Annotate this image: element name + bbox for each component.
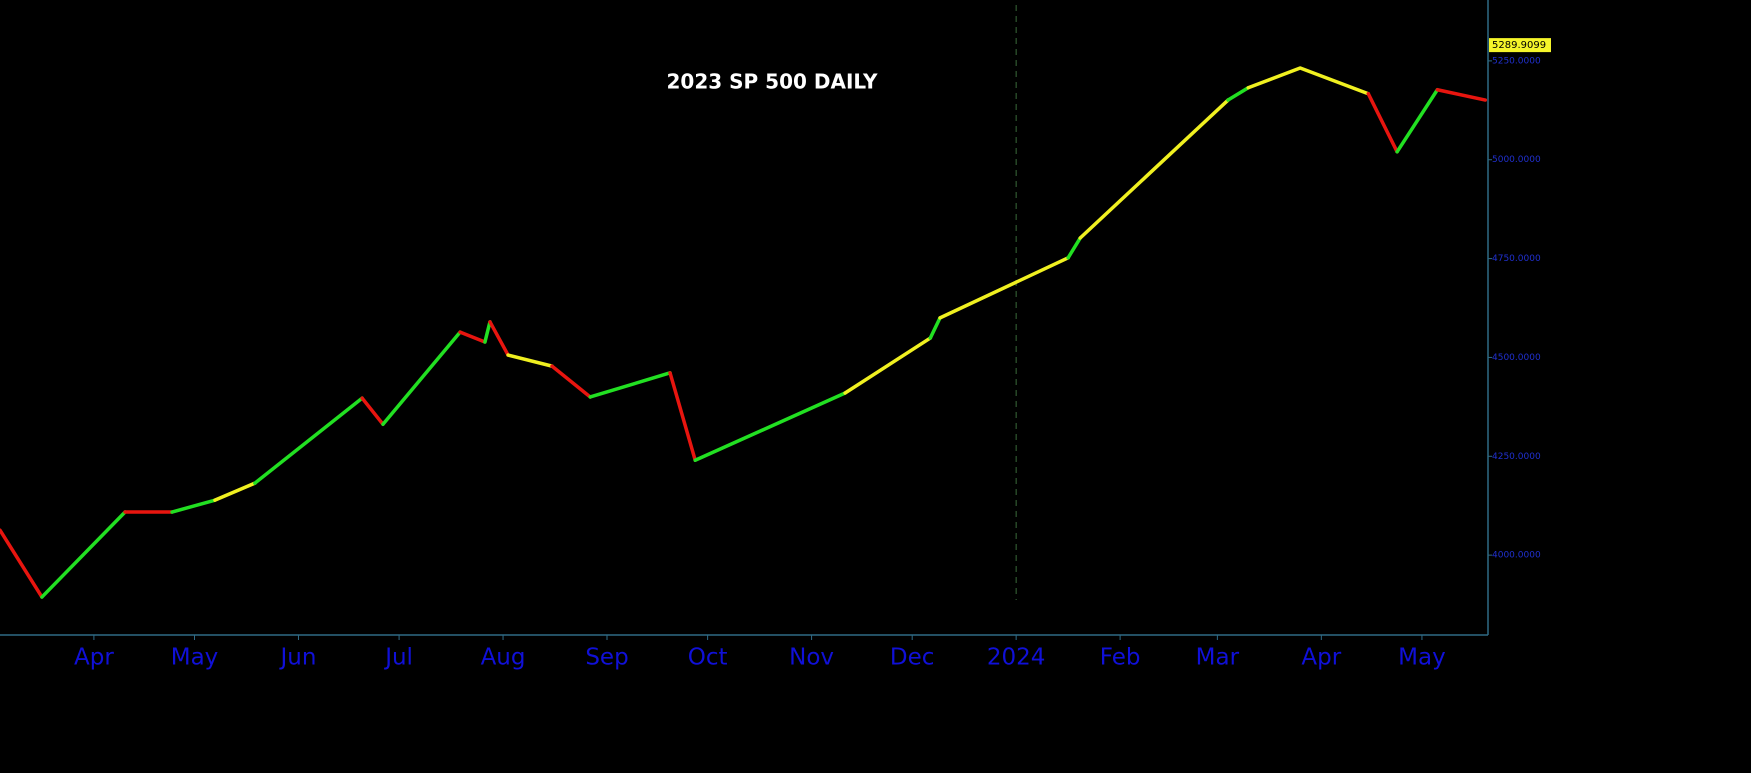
y-tick-label: 4750.0000 (1492, 254, 1541, 264)
trend-segment (1435, 88, 1488, 102)
x-tick-label: Apr (1301, 645, 1341, 671)
x-tick-label: Jul (383, 645, 413, 671)
trend-segment (1226, 86, 1250, 102)
x-tick-label: Aug (481, 645, 526, 671)
trend-segment (1078, 98, 1230, 240)
y-tick-label: 5000.0000 (1492, 155, 1541, 165)
y-tick-label: 4250.0000 (1492, 452, 1541, 462)
x-tick-label: 2024 (987, 645, 1046, 671)
chart-title: 2023 SP 500 DAILY (667, 70, 879, 94)
trend-segment (1246, 66, 1371, 96)
trend-segment (458, 330, 487, 344)
trend-segment (693, 391, 847, 462)
trend-segment (381, 330, 462, 427)
trend-segment (1366, 91, 1399, 154)
trend-segment (668, 371, 697, 462)
last-value-box (1489, 38, 1551, 53)
x-tick-label: Sep (585, 645, 628, 671)
x-tick-label: Jun (279, 645, 317, 671)
last-value-label: 5289.9099 (1492, 40, 1546, 51)
trend-segment (1066, 236, 1082, 260)
trend-segment (843, 336, 933, 395)
x-tick-label: Mar (1196, 645, 1240, 671)
x-tick-label: Apr (74, 645, 114, 671)
trend-segment (40, 510, 127, 599)
x-tick-label: May (1398, 645, 1446, 671)
trend-segment (506, 353, 554, 368)
x-tick-label: Nov (789, 645, 834, 671)
trend-segment (1395, 88, 1440, 154)
trend-segment (253, 396, 364, 485)
trend-segment (0, 528, 44, 599)
x-tick-label: Dec (890, 645, 935, 671)
x-tick-label: Feb (1100, 645, 1141, 671)
trend-segment (360, 396, 385, 427)
x-tick-label: Oct (688, 645, 728, 671)
trend-segment (928, 316, 942, 340)
trend-segment (488, 320, 510, 357)
y-tick-label: 4500.0000 (1492, 353, 1541, 363)
y-tick-label: 4000.0000 (1492, 551, 1541, 561)
trend-segment (483, 320, 492, 344)
trend-segment (938, 256, 1070, 320)
trend-segment (213, 481, 257, 502)
y-tick-label: 5250.0000 (1492, 56, 1541, 66)
trend-segment (550, 364, 592, 399)
x-tick-label: May (171, 645, 219, 671)
trend-segment (588, 371, 672, 399)
trend-segment (170, 498, 217, 514)
